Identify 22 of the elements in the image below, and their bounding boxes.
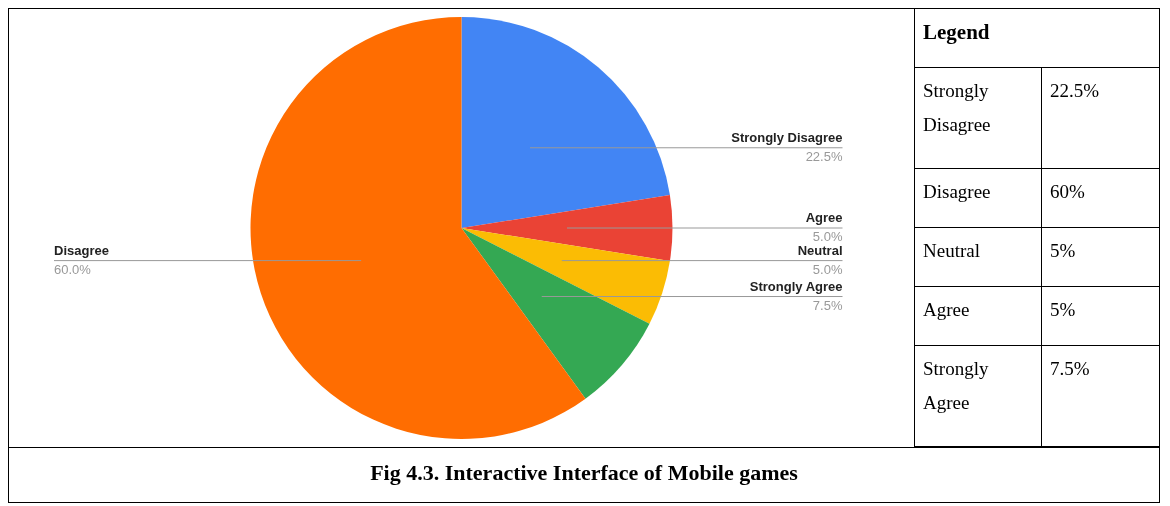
slice-label: Disagree [54,242,109,258]
data-label: 5.0% [812,261,843,277]
slice-label: Strongly Agree [749,278,843,294]
text: Strongly Disagree [914,67,1042,169]
data-label: 22.5% [805,148,843,164]
data-label: 7.5% [812,297,843,313]
text: 22.5% [1041,67,1159,169]
legend-title: Legend [914,9,1159,68]
text: 5% [1041,227,1159,287]
text: Fig 4.3. Interactive Interface of Mobile games [9,447,1159,502]
text: 60% [1041,168,1159,228]
slice-label: Neutral [797,242,843,258]
text: Agree [914,286,1042,346]
data-label: 5.0% [812,229,843,245]
text: Neutral [914,227,1042,287]
slice-label: Agree [805,210,843,226]
data-label: 60.0% [54,261,92,277]
text: 7.5% [1041,345,1159,447]
text: 5% [1041,286,1159,346]
text: Strongly Agree [914,345,1042,447]
text: Disagree [914,168,1042,228]
slice-label: Strongly Disagree [731,129,843,145]
